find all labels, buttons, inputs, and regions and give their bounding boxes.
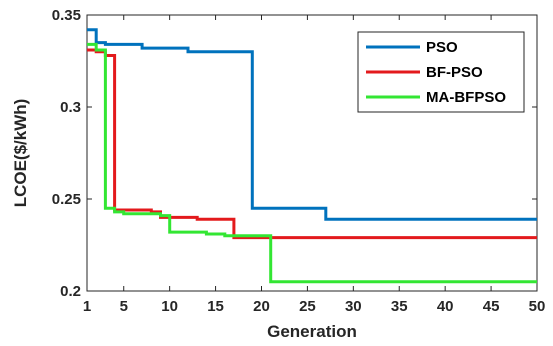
x-axis-title: Generation [267, 322, 357, 341]
x-tick-label: 20 [253, 298, 270, 315]
x-tick-label: 30 [345, 298, 362, 315]
y-axis-title: LCOE($/kWh) [11, 99, 30, 208]
x-tick-label: 25 [299, 298, 316, 315]
legend-label: BF-PSO [426, 64, 483, 81]
y-tick-label: 0.25 [52, 191, 81, 208]
x-axis: 1 5 10 15 20 25 30 35 40 45 50 [83, 15, 546, 315]
legend: PSO BF-PSO MA-BFPSO [357, 31, 525, 113]
series-line-pso [87, 28, 537, 221]
x-tick-label: 10 [161, 298, 178, 315]
x-tick-label: 1 [83, 298, 91, 315]
x-tick-label: 45 [483, 298, 500, 315]
x-tick-label: 50 [529, 298, 546, 315]
y-tick-label: 0.3 [60, 99, 81, 116]
x-tick-label: 35 [391, 298, 408, 315]
x-tick-label: 5 [120, 298, 128, 315]
y-tick-label: 0.2 [60, 283, 81, 300]
legend-label: MA-BFPSO [426, 89, 506, 106]
x-tick-label: 40 [437, 298, 454, 315]
x-tick-label: 15 [207, 298, 224, 315]
legend-label: PSO [426, 39, 458, 56]
series-layer [87, 28, 537, 284]
y-tick-label: 0.35 [52, 7, 81, 24]
y-axis: 0.2 0.25 0.3 0.35 [52, 7, 537, 300]
series-line-ma-bfpso [87, 42, 537, 284]
series-line-bf-pso [87, 48, 537, 240]
